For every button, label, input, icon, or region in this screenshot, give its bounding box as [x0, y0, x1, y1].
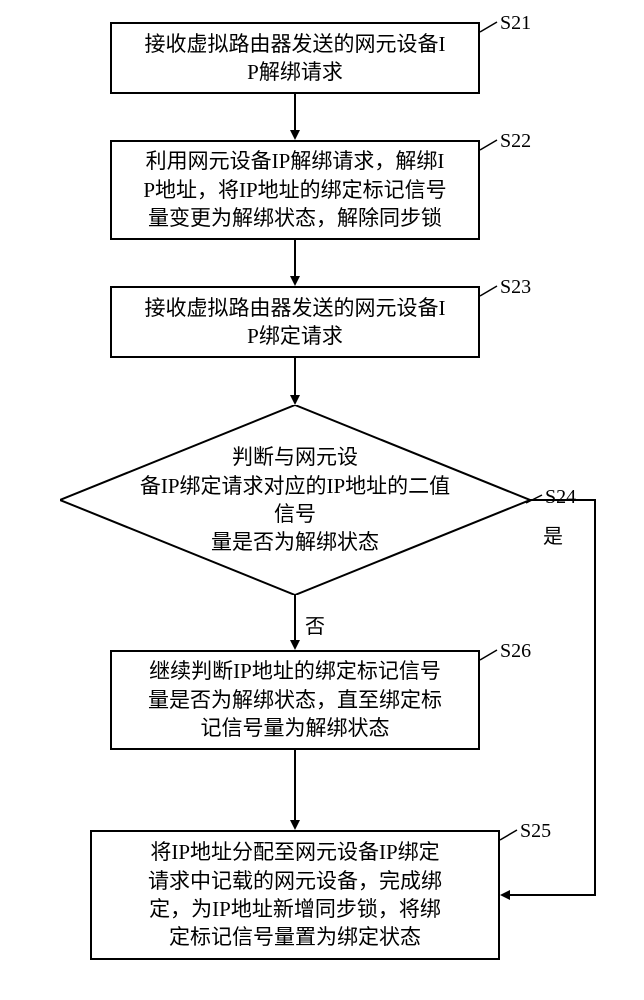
edges-layer [0, 0, 644, 1000]
leader-s25 [500, 830, 517, 840]
leader-s23 [480, 286, 497, 296]
edge-s24-s25 [502, 500, 595, 895]
flowchart-canvas: 接收虚拟路由器发送的网元设备IP解绑请求 S21 利用网元设备IP解绑请求，解绑… [0, 0, 644, 1000]
leader-s22 [480, 140, 497, 150]
leader-s26 [480, 650, 497, 660]
leader-s21 [480, 22, 497, 32]
